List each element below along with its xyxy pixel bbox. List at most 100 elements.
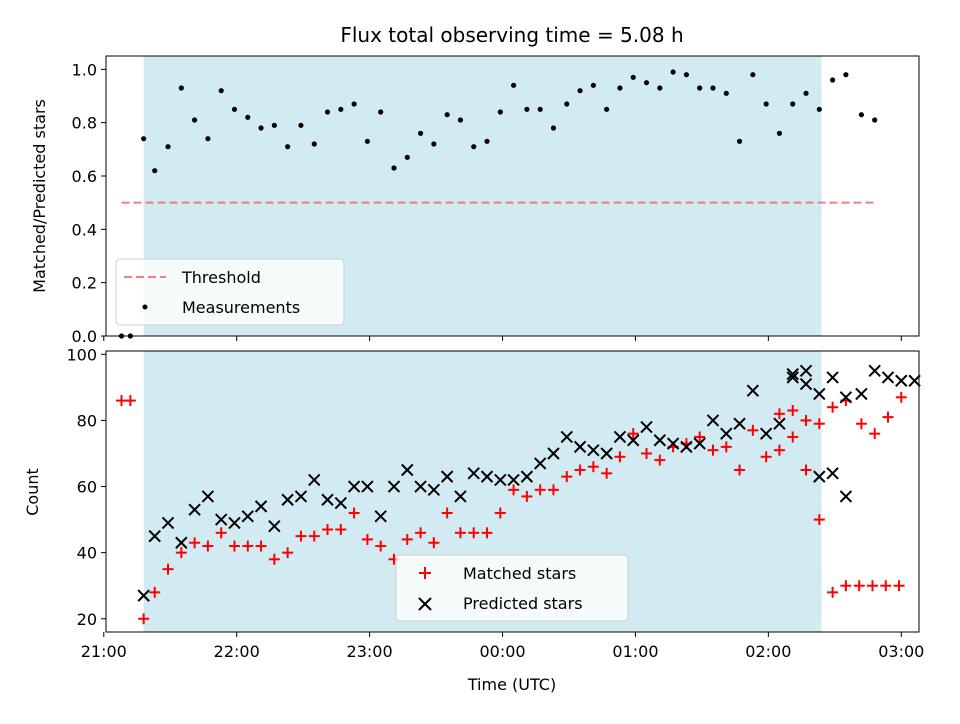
matched-star-point bbox=[228, 540, 240, 552]
predicted-star-point bbox=[908, 374, 921, 387]
predicted-star-point bbox=[268, 520, 281, 533]
predicted-star-point bbox=[308, 473, 321, 487]
matched-star-point bbox=[882, 411, 894, 423]
bottom-x-tick-label: 02:00 bbox=[745, 642, 791, 661]
measurement-point bbox=[471, 144, 477, 150]
predicted-star-point bbox=[826, 371, 839, 384]
predicted-star-point bbox=[773, 417, 786, 430]
predicted-star-point bbox=[294, 490, 308, 503]
matched-stars-legend-icon bbox=[419, 567, 431, 579]
matched-star-point bbox=[508, 484, 520, 496]
matched-star-point bbox=[720, 441, 732, 453]
bottom-y-ticks: 20 40 60 80 100 bbox=[66, 345, 106, 629]
matched-star-point bbox=[268, 553, 280, 565]
measurement-point bbox=[218, 88, 224, 94]
predicted-star-point bbox=[746, 384, 760, 397]
predicted-star-point bbox=[507, 473, 520, 487]
matched-star-point bbox=[175, 547, 187, 559]
matched-star-point bbox=[547, 484, 559, 496]
predicted-star-point bbox=[334, 496, 348, 510]
measurement-point bbox=[231, 106, 238, 112]
measurement-point bbox=[524, 106, 530, 112]
measurement-point bbox=[537, 106, 543, 112]
matched-star-point bbox=[734, 464, 746, 476]
predicted-star-point bbox=[799, 364, 813, 378]
top-legend: Threshold Measurements bbox=[115, 258, 345, 326]
predicted-star-point bbox=[427, 483, 441, 497]
measurement-point bbox=[697, 85, 703, 91]
bottom-x-tick-label: 03:00 bbox=[878, 642, 924, 661]
measurement-point bbox=[670, 69, 676, 75]
predicted-stars-legend-icon bbox=[418, 597, 432, 611]
measurement-point bbox=[630, 74, 636, 80]
measurement-point bbox=[484, 138, 490, 144]
predicted-star-point bbox=[214, 513, 228, 526]
measurement-point bbox=[245, 114, 251, 120]
bottom-axes-frame bbox=[105, 350, 920, 633]
predicted-star-point bbox=[799, 377, 813, 391]
measurement-point bbox=[192, 117, 198, 123]
measurement-point bbox=[311, 141, 317, 147]
predicted-star-point bbox=[706, 414, 720, 427]
predicted-star-point bbox=[868, 364, 881, 378]
matched-star-point bbox=[707, 444, 719, 456]
matched-star-point bbox=[521, 490, 533, 502]
matched-star-point bbox=[481, 527, 493, 539]
matched-star-point bbox=[869, 428, 881, 440]
predicted-star-point bbox=[895, 374, 908, 387]
bottom-x-tick-label: 21:00 bbox=[81, 642, 127, 661]
matched-star-point bbox=[587, 461, 599, 473]
measurement-point bbox=[723, 90, 729, 96]
predicted-star-point bbox=[587, 443, 600, 457]
matched-star-point bbox=[747, 424, 759, 436]
top-y-tick-label: 0.2 bbox=[72, 274, 97, 293]
top-y-tick-label: 0.8 bbox=[72, 114, 97, 133]
matched-star-point bbox=[787, 405, 799, 417]
predicted-star-point bbox=[347, 480, 361, 493]
predicted-star-point bbox=[454, 490, 467, 503]
matched-star-point bbox=[282, 547, 294, 559]
predicted-star-point bbox=[613, 430, 627, 444]
measurement-point bbox=[643, 80, 650, 86]
matched-star-point bbox=[853, 580, 865, 592]
matched-star-point bbox=[138, 613, 150, 625]
predicted-star-point bbox=[627, 434, 640, 447]
bottom-y-tick-label: 40 bbox=[77, 544, 97, 563]
predicted-star-point bbox=[759, 427, 773, 440]
predicted-star-point bbox=[720, 427, 733, 440]
matched-star-point bbox=[561, 471, 573, 483]
predicted-star-point bbox=[826, 467, 839, 480]
bottom-y-tick-label: 60 bbox=[77, 478, 97, 497]
measurement-point bbox=[843, 72, 849, 78]
measurement-point bbox=[417, 130, 424, 136]
matched-star-point bbox=[534, 484, 546, 496]
threshold-legend-label: Threshold bbox=[181, 268, 261, 287]
matched-star-point bbox=[454, 527, 466, 539]
bottom-legend: Matched stars Predicted stars bbox=[395, 554, 629, 622]
measurements-legend-icon bbox=[142, 304, 148, 310]
predicted-star-point bbox=[440, 470, 454, 483]
matched-star-point bbox=[813, 418, 825, 430]
measurement-point bbox=[590, 82, 596, 88]
predicted-star-point bbox=[281, 493, 294, 506]
predicted-star-point bbox=[520, 470, 534, 483]
predicted-star-point bbox=[361, 480, 374, 493]
matched-star-point bbox=[773, 408, 785, 420]
measurement-point bbox=[511, 82, 517, 88]
predicted-star-point bbox=[533, 457, 547, 470]
predicted-star-point bbox=[467, 467, 480, 480]
bottom-x-tick-label: 00:00 bbox=[479, 642, 525, 661]
measurement-point bbox=[351, 101, 357, 107]
measurement-point bbox=[736, 138, 743, 144]
top-y-tick-label: 0.0 bbox=[72, 327, 97, 346]
matched-star-point bbox=[827, 401, 839, 413]
predicted-star-point bbox=[573, 440, 587, 454]
measurement-point bbox=[577, 88, 583, 94]
predicted-star-point bbox=[680, 440, 693, 454]
predicted-stars-points bbox=[137, 364, 921, 602]
bottom-y-tick-label: 20 bbox=[77, 610, 97, 629]
matched-star-point bbox=[124, 395, 136, 407]
measurement-point bbox=[141, 136, 147, 142]
predicted-star-point bbox=[148, 529, 161, 543]
